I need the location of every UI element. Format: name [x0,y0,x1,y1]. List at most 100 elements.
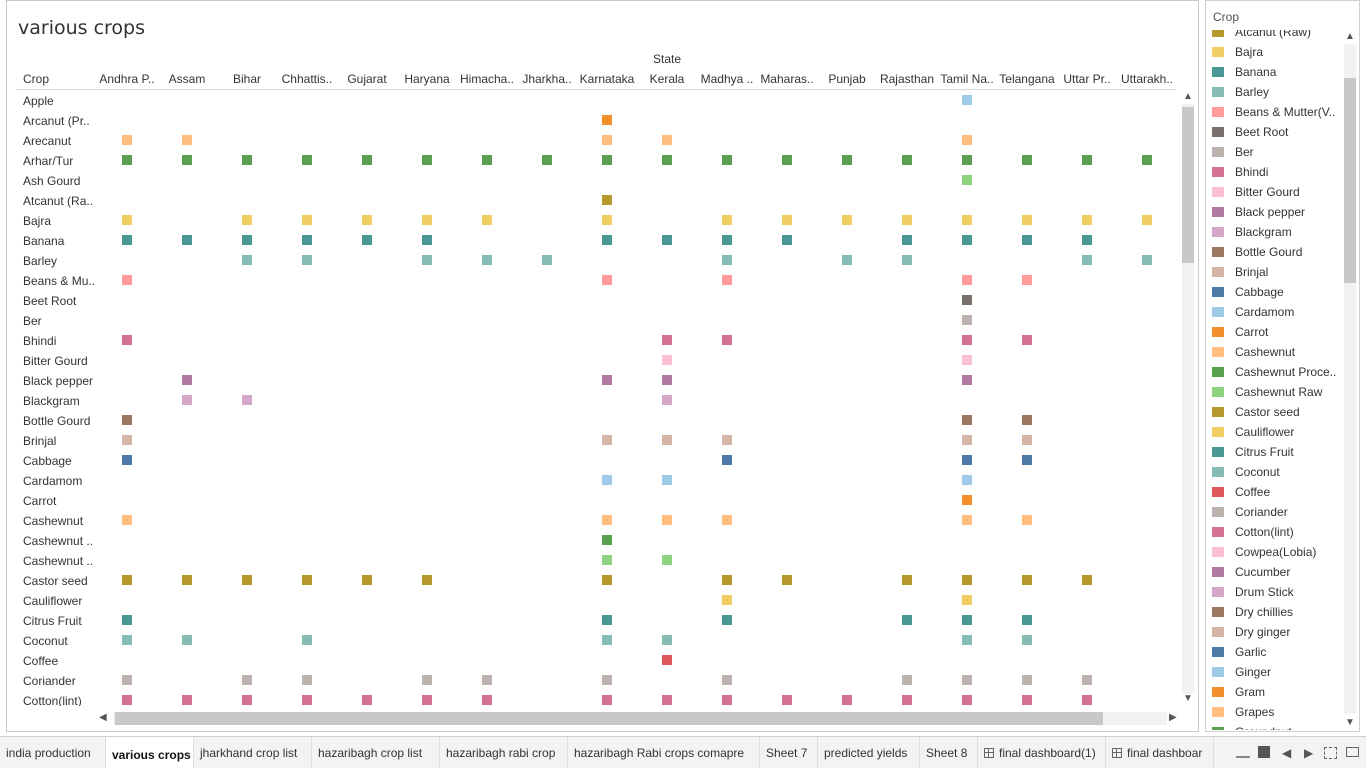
crop-state-mark[interactable] [962,615,972,625]
crop-state-mark[interactable] [362,575,372,585]
vertical-scroll-thumb[interactable] [1182,107,1194,263]
vertical-scrollbar[interactable]: ▲ ▼ [1179,90,1195,706]
crop-state-mark[interactable] [962,175,972,185]
crop-state-mark[interactable] [782,215,792,225]
crop-state-mark[interactable] [962,695,972,705]
crop-state-mark[interactable] [962,235,972,245]
crop-row-label[interactable]: Apple [23,94,54,108]
state-column-header[interactable]: Bihar [232,72,261,86]
crop-state-mark[interactable] [182,235,192,245]
legend-item[interactable]: Atcanut (Raw) [1212,30,1342,40]
crop-state-mark[interactable] [602,635,612,645]
crop-state-mark[interactable] [302,235,312,245]
crop-state-mark[interactable] [962,355,972,365]
crop-state-mark[interactable] [122,695,132,705]
state-column-header[interactable]: Himacha.. [459,72,515,86]
scroll-left-icon[interactable]: ◀ [99,712,107,723]
crop-row-label[interactable]: Castor seed [23,574,88,588]
horizontal-scroll-thumb[interactable] [115,712,1103,725]
crop-state-mark[interactable] [1022,675,1032,685]
crop-state-mark[interactable] [1022,515,1032,525]
crop-state-mark[interactable] [122,215,132,225]
crop-state-mark[interactable] [602,155,612,165]
crop-state-mark[interactable] [602,615,612,625]
legend-item[interactable]: Castor seed [1212,404,1342,420]
crop-state-mark[interactable] [122,155,132,165]
crop-state-mark[interactable] [602,375,612,385]
crop-state-mark[interactable] [602,115,612,125]
crop-state-mark[interactable] [722,575,732,585]
crop-row-label[interactable]: Cashewnut .. [23,554,94,568]
crop-state-mark[interactable] [902,695,912,705]
crop-state-mark[interactable] [902,255,912,265]
crop-state-mark[interactable] [1142,215,1152,225]
crop-state-mark[interactable] [422,155,432,165]
crop-state-mark[interactable] [602,195,612,205]
crop-state-mark[interactable] [1022,575,1032,585]
state-column-header[interactable]: Kerala [649,72,685,86]
crop-state-mark[interactable] [1082,255,1092,265]
crop-state-mark[interactable] [302,575,312,585]
crop-state-mark[interactable] [602,475,612,485]
legend-item[interactable]: Drum Stick [1212,584,1342,600]
crop-row-label[interactable]: Cotton(lint) [23,694,82,706]
crop-state-mark[interactable] [542,155,552,165]
crop-state-mark[interactable] [1022,455,1032,465]
legend-item[interactable]: Cucumber [1212,564,1342,580]
crop-state-mark[interactable] [482,675,492,685]
crop-state-mark[interactable] [242,395,252,405]
legend-item[interactable]: Blackgram [1212,224,1342,240]
legend-title[interactable]: Crop [1213,10,1240,24]
crop-state-mark[interactable] [122,335,132,345]
legend-scroll-up-icon[interactable]: ▲ [1345,31,1355,42]
state-column-header[interactable]: Assam [168,72,206,86]
crop-state-mark[interactable] [902,615,912,625]
state-column-header[interactable]: Gujarat [347,72,387,86]
crop-state-mark[interactable] [182,575,192,585]
crop-state-mark[interactable] [242,235,252,245]
crop-state-mark[interactable] [1022,415,1032,425]
legend-item[interactable]: Grapes [1212,704,1342,720]
crop-state-mark[interactable] [422,235,432,245]
crop-state-mark[interactable] [122,575,132,585]
crop-state-mark[interactable] [1022,275,1032,285]
crop-row-label[interactable]: Cashewnut [23,514,84,528]
crop-state-mark[interactable] [422,675,432,685]
crop-state-mark[interactable] [962,295,972,305]
crop-state-mark[interactable] [1082,155,1092,165]
crop-row-label[interactable]: Cauliflower [23,594,83,608]
crop-state-mark[interactable] [962,415,972,425]
state-column-header[interactable]: Madhya .. [700,72,754,86]
crop-state-mark[interactable] [182,155,192,165]
legend-item[interactable]: Cashewnut [1212,344,1342,360]
crop-state-mark[interactable] [662,635,672,645]
legend-item[interactable]: Coffee [1212,484,1342,500]
crop-state-mark[interactable] [242,695,252,705]
sheet-tab[interactable]: hazaribagh rabi crop [440,737,568,768]
state-column-header[interactable]: Uttar Pr.. [1063,72,1111,86]
crop-state-mark[interactable] [482,215,492,225]
crop-row-label[interactable]: Arecanut [23,134,72,148]
crop-state-mark[interactable] [842,695,852,705]
legend-item[interactable]: Cardamom [1212,304,1342,320]
sheet-tab[interactable]: Sheet 7 [760,737,818,768]
crop-state-mark[interactable] [542,255,552,265]
crop-state-mark[interactable] [122,615,132,625]
crop-row-label[interactable]: Beans & Mu.. [23,274,96,288]
sheet-tab[interactable]: final dashboard(1) [978,737,1106,768]
crop-state-mark[interactable] [602,275,612,285]
crop-state-mark[interactable] [1022,335,1032,345]
crop-state-mark[interactable] [1082,695,1092,705]
crop-state-mark[interactable] [962,215,972,225]
crop-state-mark[interactable] [962,515,972,525]
film-strip-icon[interactable] [1236,748,1250,758]
crop-row-label[interactable]: Bottle Gourd [23,414,91,428]
crop-state-mark[interactable] [722,155,732,165]
crop-state-mark[interactable] [842,215,852,225]
crop-state-mark[interactable] [1082,675,1092,685]
crop-row-label[interactable]: Cashewnut .. [23,534,94,548]
crop-state-mark[interactable] [602,675,612,685]
crop-state-mark[interactable] [782,235,792,245]
sheet-tab[interactable]: various crops [106,737,194,768]
crop-row-label[interactable]: Arcanut (Pr.. [23,114,90,128]
